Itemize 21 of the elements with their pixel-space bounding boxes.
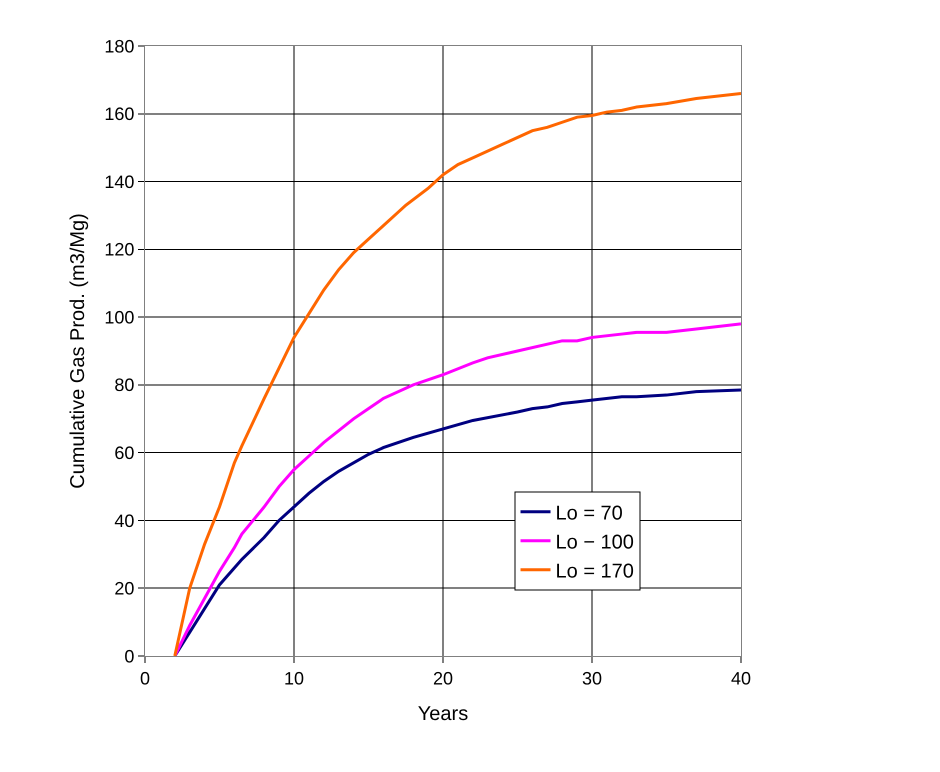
line-series [173, 92, 741, 656]
x-tick-label: 40 [730, 668, 752, 689]
legend-label: Lo = 170 [556, 560, 634, 583]
x-tick-label: 0 [140, 668, 150, 689]
y-tick-label: 0 [124, 646, 134, 666]
y-tick-label: 120 [104, 240, 134, 260]
x-tick-label: 20 [432, 668, 454, 689]
legend-label: Lo = 70 [556, 502, 623, 525]
legend-label: Lo − 100 [556, 532, 634, 554]
y-axis-title: Cumulative Gas Prod. (m3/Mg) [66, 213, 89, 489]
y-tick-label: 60 [114, 442, 134, 463]
x-tick-label: 30 [582, 668, 602, 689]
y-tick-label: 180 [104, 36, 134, 56]
y-tick-label: 20 [114, 578, 134, 599]
y-tick-label: 140 [104, 172, 134, 192]
y-tick-label: 100 [104, 307, 134, 328]
y-tick-label: 80 [114, 375, 134, 396]
y-tick-label: 160 [104, 104, 134, 124]
x-axis-title: Years [418, 703, 468, 726]
y-tick-label: 40 [114, 510, 134, 531]
x-tick-label: 10 [284, 668, 304, 689]
